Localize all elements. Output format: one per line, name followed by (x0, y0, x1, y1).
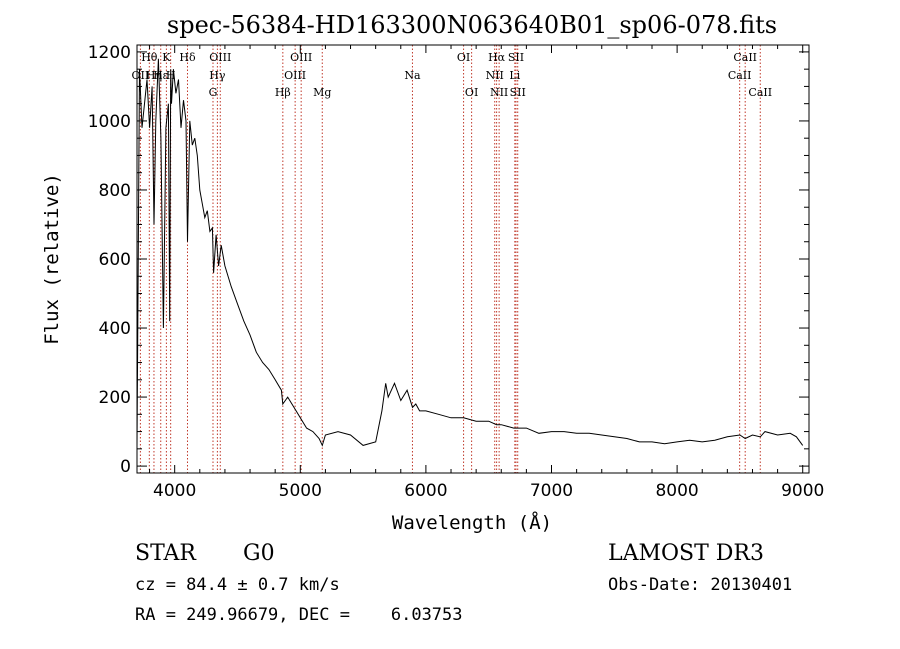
spectrum-line (136, 58, 804, 447)
x-tick-label: 4000 (153, 481, 196, 501)
line-label: SII (508, 51, 524, 64)
line-label: Hγ (209, 69, 226, 82)
x-tick-label: 5000 (279, 481, 322, 501)
line-label: Hα (488, 51, 506, 64)
y-tick-label: 600 (99, 250, 131, 270)
observation-date: Obs-Date: 20130401 (608, 575, 792, 595)
y-tick-label: 400 (99, 319, 131, 339)
x-axis: 4000 5000 6000 7000 8000 9000 (149, 45, 824, 501)
line-label: Li (509, 69, 520, 82)
line-label: OI (465, 86, 478, 99)
line-label: OIII (209, 51, 231, 64)
survey-name: LAMOST DR3 (608, 541, 764, 566)
coordinates: RA = 249.96679, DEC = 6.03753 (135, 605, 463, 625)
y-axis: 0 200 400 600 800 1000 1200 (88, 43, 809, 477)
y-axis-label: Flux (relative) (41, 173, 63, 345)
line-label: K (162, 51, 171, 64)
x-axis-label: Wavelength (Å) (392, 511, 552, 534)
x-tick-label: 8000 (655, 481, 698, 501)
y-tick-label: 1200 (88, 43, 131, 63)
line-label: SII (510, 86, 526, 99)
y-tick-label: 800 (99, 181, 131, 201)
line-label: Hθ (141, 51, 158, 64)
line-label: CaII (748, 86, 772, 99)
line-label: OIII (284, 69, 306, 82)
x-tick-label: 6000 (404, 481, 447, 501)
line-label: CaII (733, 51, 757, 64)
y-tick-label: 1000 (88, 112, 131, 132)
line-label: Na (404, 69, 421, 82)
line-label: NII (490, 86, 508, 99)
line-label: OIII (290, 51, 312, 64)
redshift-info: cz = 84.4 ± 0.7 km/s (135, 575, 340, 595)
line-label: Hδ (179, 51, 196, 64)
y-tick-label: 0 (120, 457, 131, 477)
line-label: OI (457, 51, 470, 64)
x-tick-label: 7000 (530, 481, 573, 501)
line-label: Mg (313, 86, 331, 99)
line-label: OII (132, 69, 150, 82)
line-label: Hβ (275, 86, 291, 99)
plot-frame (136, 44, 810, 474)
spectral-line-markers (139, 45, 761, 473)
object-class: STAR (135, 541, 197, 566)
y-tick-label: 200 (99, 388, 131, 408)
object-subclass: G0 (243, 541, 275, 566)
x-tick-label: 9000 (781, 481, 824, 501)
line-label: G (209, 86, 218, 99)
line-label: CaII (728, 69, 752, 82)
line-label: Hε (153, 69, 169, 82)
chart-title: spec-56384-HD163300N063640B01_sp06-078.f… (167, 11, 777, 39)
line-label: NII (486, 69, 504, 82)
